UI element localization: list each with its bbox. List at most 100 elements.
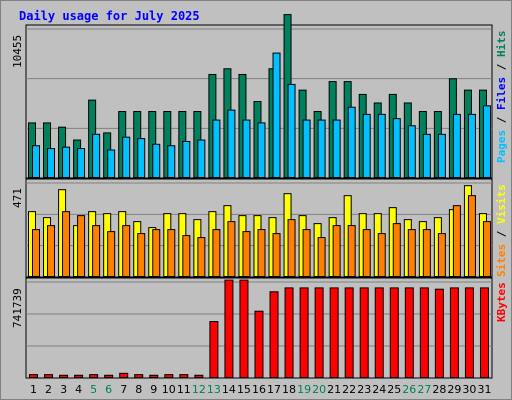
day-label-14: 14 xyxy=(221,383,236,396)
kbytes-kbytes-bar-day-1 xyxy=(29,374,38,378)
hits-files-pages-pages-bar-day-11 xyxy=(182,140,191,178)
kbytes-kbytes-bar-day-25 xyxy=(389,287,399,379)
visits-sites-max-label: 471 xyxy=(11,188,24,208)
kbytes-legend: KBytes xyxy=(495,282,508,322)
day-label-18: 18 xyxy=(282,383,297,396)
visits-sites-sites-bar-day-17 xyxy=(272,233,281,277)
visits-sites-sites-bar-day-6 xyxy=(107,231,116,278)
day-label-15: 15 xyxy=(236,383,251,396)
hits-files-pages-pages-bar-day-19 xyxy=(302,119,311,178)
kbytes-kbytes-bar-day-12 xyxy=(194,374,204,379)
legend-sites: Sites xyxy=(495,243,508,277)
kbytes-kbytes-bar-day-7 xyxy=(119,372,129,378)
hits-files-pages-pages-bar-day-16 xyxy=(257,122,266,178)
visits-sites-sites-bar-day-28 xyxy=(437,233,446,277)
hits-files-pages-pages-bar-day-21 xyxy=(332,119,341,178)
day-label-30: 30 xyxy=(462,383,477,396)
visits-sites-sites-bar-day-16 xyxy=(257,229,266,278)
visits-sites-sites-bar-day-5 xyxy=(92,225,101,277)
day-label-4: 4 xyxy=(75,383,83,396)
visits-sites-sites-bar-day-20 xyxy=(317,237,326,278)
hits-files-pages-pages-bar-day-10 xyxy=(167,145,176,178)
day-label-10: 10 xyxy=(161,383,176,396)
visits-sites-sites-bar-day-30 xyxy=(467,195,476,278)
kbytes-kbytes-bar-day-28 xyxy=(434,288,444,378)
visits-sites-sites-bar-day-21 xyxy=(332,225,341,277)
visits-sites-sites-bar-day-18 xyxy=(287,219,296,277)
visits-sites-sites-bar-day-1 xyxy=(32,229,40,278)
hits-files-pages-legend: Pages / Files / Hits xyxy=(495,31,508,164)
hits-files-pages-pages-bar-day-31 xyxy=(482,105,491,178)
visits-sites-legend: Sites / Visits xyxy=(495,184,508,277)
hits-files-pages-pages-bar-day-24 xyxy=(377,113,386,178)
hits-files-pages-pages-bar-day-13 xyxy=(212,119,221,178)
day-label-27: 27 xyxy=(417,383,432,396)
visits-sites-sites-bar-day-2 xyxy=(47,225,56,277)
kbytes-kbytes-bar-day-27 xyxy=(419,287,429,379)
kbytes-kbytes-bar-day-23 xyxy=(359,287,369,379)
kbytes-kbytes-bar-day-14 xyxy=(224,279,234,379)
hits-files-pages-pages-bar-day-6 xyxy=(107,149,116,178)
kbytes-kbytes-bar-day-11 xyxy=(179,374,189,378)
day-label-22: 22 xyxy=(342,383,357,396)
day-label-5: 5 xyxy=(90,383,98,396)
day-label-8: 8 xyxy=(135,383,143,396)
visits-sites-sites-bar-day-24 xyxy=(377,233,386,277)
hits-files-pages-pages-bar-day-15 xyxy=(242,119,251,178)
kbytes-kbytes-bar-day-8 xyxy=(134,374,144,378)
hits-files-pages-pages-bar-day-20 xyxy=(317,119,326,178)
hits-files-pages-max-label: 10455 xyxy=(11,34,24,68)
day-label-11: 11 xyxy=(176,383,191,396)
kbytes-max-label: 741739 xyxy=(11,288,24,328)
day-label-3: 3 xyxy=(60,383,68,396)
hits-files-pages-pages-bar-day-25 xyxy=(392,118,401,178)
day-label-12: 12 xyxy=(191,383,206,396)
day-label-26: 26 xyxy=(402,383,417,396)
visits-sites-sites-bar-day-25 xyxy=(392,223,401,278)
visits-sites-sites-bar-day-3 xyxy=(62,211,71,277)
hits-files-pages-pages-bar-day-2 xyxy=(47,148,56,178)
legend-kbytes: KBytes xyxy=(495,282,508,323)
legend-files: Files xyxy=(495,76,508,110)
hits-files-pages-pages-bar-day-8 xyxy=(137,138,146,178)
visits-sites-sites-bar-day-14 xyxy=(227,221,236,277)
kbytes-kbytes-bar-day-20 xyxy=(314,287,324,379)
day-label-29: 29 xyxy=(447,383,462,396)
day-label-6: 6 xyxy=(105,383,113,396)
kbytes-kbytes-bar-day-21 xyxy=(329,287,339,379)
hits-files-pages-pages-bar-day-23 xyxy=(362,113,371,178)
visits-sites-sites-bar-day-13 xyxy=(212,229,221,278)
kbytes-kbytes-bar-day-10 xyxy=(164,374,174,378)
hits-files-pages-pages-bar-day-9 xyxy=(152,143,161,178)
day-label-25: 25 xyxy=(387,383,402,396)
kbytes-kbytes-bar-day-5 xyxy=(89,374,99,378)
visits-sites-sites-bar-day-26 xyxy=(407,229,416,278)
kbytes-kbytes-bar-day-9 xyxy=(149,374,159,379)
visits-sites-sites-bar-day-27 xyxy=(422,229,431,278)
hits-files-pages-pages-bar-day-27 xyxy=(422,133,431,178)
hits-files-pages-pages-bar-day-1 xyxy=(32,145,40,178)
hits-files-pages-pages-bar-day-5 xyxy=(92,133,101,178)
day-label-7: 7 xyxy=(120,383,128,396)
day-label-1: 1 xyxy=(30,383,37,396)
kbytes-kbytes-bar-day-29 xyxy=(449,287,459,379)
kbytes-kbytes-bar-day-24 xyxy=(374,287,384,379)
visits-sites-sites-bar-day-23 xyxy=(362,229,371,278)
kbytes-kbytes-bar-day-22 xyxy=(344,287,354,379)
kbytes-kbytes-bar-day-6 xyxy=(104,374,114,379)
day-label-24: 24 xyxy=(372,383,387,396)
legend-separator: / xyxy=(495,57,508,77)
day-label-16: 16 xyxy=(251,383,266,396)
visits-sites-sites-bar-day-8 xyxy=(137,233,146,277)
kbytes-kbytes-bar-day-4 xyxy=(74,374,84,379)
day-label-21: 21 xyxy=(327,383,342,396)
visits-sites-sites-bar-day-31 xyxy=(482,221,491,277)
visits-sites-sites-bar-day-15 xyxy=(242,231,251,278)
hits-files-pages-pages-bar-day-22 xyxy=(347,106,356,178)
chart-title: Daily usage for July 2025 xyxy=(19,9,200,23)
hits-files-pages-pages-bar-day-26 xyxy=(407,125,416,178)
hits-files-pages-pages-bar-day-30 xyxy=(467,113,476,178)
hits-files-pages-pages-bar-day-7 xyxy=(122,136,131,178)
day-label-31: 31 xyxy=(477,383,492,396)
